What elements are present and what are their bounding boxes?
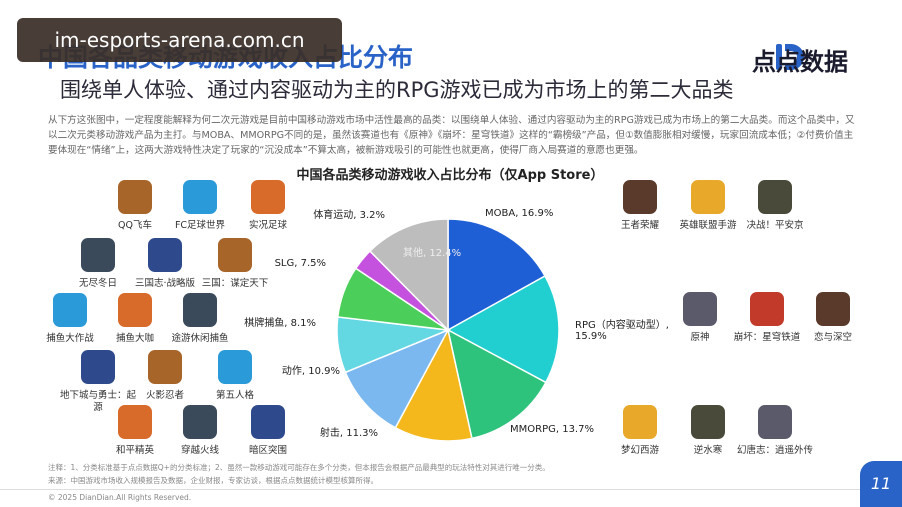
data-label: 体育运动, 3.2% — [313, 210, 385, 221]
game-label: 地下城与勇士：起源 — [60, 390, 137, 413]
game-icon — [148, 238, 182, 272]
game-icon — [251, 405, 285, 439]
pie-slice — [446, 274, 560, 384]
game-icon — [81, 238, 115, 272]
game-label: 捕鱼大咖 — [115, 333, 154, 344]
game-label: 原神 — [690, 332, 710, 343]
game-icon — [118, 180, 152, 214]
data-label: 其他, 12.4% — [403, 248, 462, 259]
game-label: 第五人格 — [215, 390, 254, 401]
game-label: 恋与深空 — [813, 332, 852, 343]
game-label: 王者荣耀 — [620, 220, 659, 231]
data-label: SLG, 7.5% — [274, 258, 326, 269]
footnote: 注释：1、分类标准基于点点数据Q+的分类标准；2、虽然一款移动游戏可能存在多个分… — [48, 463, 550, 472]
game-icon — [750, 292, 784, 326]
game-icon — [218, 238, 252, 272]
game-label: 逆水寒 — [693, 445, 723, 456]
game-icon — [218, 350, 252, 384]
data-label: 棋牌捕鱼, 8.1% — [244, 318, 316, 329]
logo-text: 点点数据 — [752, 48, 848, 76]
game-icon — [251, 180, 285, 214]
game-label: 和平精英 — [115, 445, 154, 456]
game-label: 三国志·战略版 — [134, 278, 196, 289]
game-label: 实况足球 — [248, 220, 287, 231]
game-icon — [183, 405, 217, 439]
pie-slice — [447, 218, 547, 332]
logo-icon — [776, 44, 804, 70]
pie-slice — [394, 327, 473, 442]
game-label: 无尽冬日 — [78, 278, 117, 289]
data-label: 动作, 10.9% — [281, 366, 340, 377]
page-number: 11 — [860, 461, 902, 507]
game-icon — [623, 405, 657, 439]
game-label: 穿越火线 — [180, 445, 219, 456]
source: 来源：中国游戏市场收入规模报告及数据，企业财报，专家访谈，根据点点数据统计模型核… — [48, 476, 378, 485]
subtitle: 围绕单人体验、通过内容驱动为主的RPG游戏已成为市场上的第二大品类 — [60, 78, 734, 102]
game-label: 幻唐志：逍遥外传 — [737, 445, 814, 456]
divider — [0, 489, 902, 490]
game-label: QQ飞车 — [118, 220, 152, 231]
data-label: RPG（内容驱动型）, 15.9% — [575, 320, 669, 342]
game-icon — [691, 180, 725, 214]
game-icon — [758, 180, 792, 214]
data-label: 射击, 11.3% — [319, 428, 378, 439]
game-label: 崩坏：星穹铁道 — [733, 332, 801, 343]
game-icon — [816, 292, 850, 326]
game-icon — [118, 293, 152, 327]
game-label: 决战！平安京 — [746, 220, 804, 231]
data-label: MMORPG, 13.7% — [510, 424, 594, 435]
game-icon — [81, 350, 115, 384]
game-label: 暗区突围 — [248, 445, 287, 456]
paragraph: 从下方这张图中，一定程度能解释为何二次元游戏是目前中国移动游戏市场中活性最高的品… — [48, 115, 855, 156]
pie-slice — [368, 218, 449, 332]
pie-slice — [344, 328, 450, 429]
chart-title: 中国各品类移动游戏收入占比分布（仅App Store） — [296, 168, 604, 183]
copyright: © 2025 DianDian.All Rights Reserved. — [48, 493, 192, 502]
game-label: 英雄联盟手游 — [679, 220, 737, 231]
game-icon — [53, 293, 87, 327]
game-icon — [758, 405, 792, 439]
game-label: 途游休闲捕鱼 — [171, 333, 229, 344]
game-label: 火影忍者 — [145, 390, 184, 401]
game-icon — [183, 293, 217, 327]
data-label: MOBA, 16.9% — [485, 208, 554, 219]
game-icon — [691, 405, 725, 439]
game-label: FC足球世界 — [174, 220, 226, 231]
game-label: 梦幻西游 — [620, 445, 659, 456]
game-icon — [183, 180, 217, 214]
game-icon — [623, 180, 657, 214]
game-icon — [118, 405, 152, 439]
watermark: im-esports-arena.com.cn — [17, 18, 342, 62]
pie-slice — [446, 328, 547, 440]
game-label: 三国：谋定天下 — [201, 278, 269, 289]
game-icon — [148, 350, 182, 384]
game-label: 捕鱼大作战 — [46, 333, 94, 344]
game-icon — [683, 292, 717, 326]
